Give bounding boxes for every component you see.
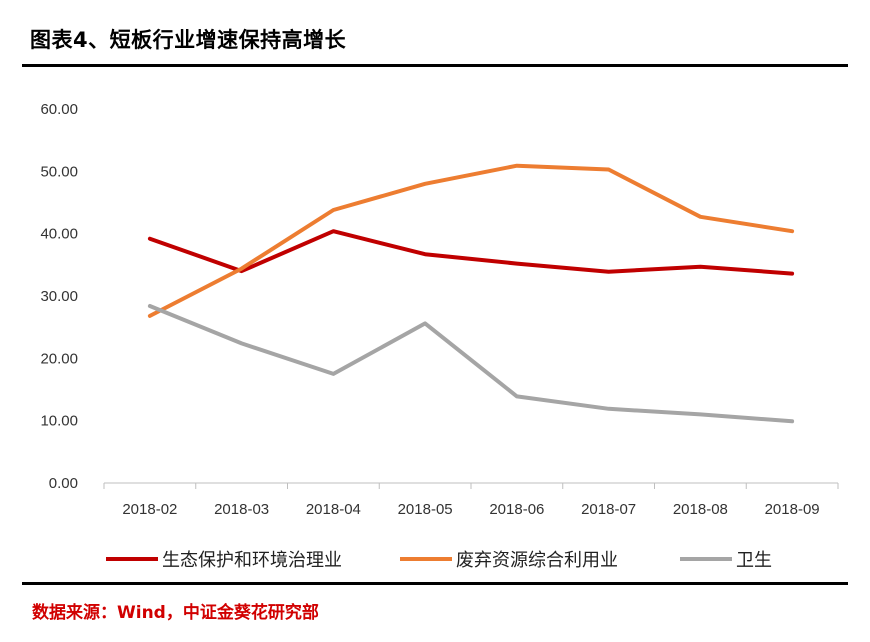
x-tick-label: 2018-06	[489, 501, 544, 518]
x-tick-label: 2018-03	[214, 501, 269, 518]
y-tick-label: 0.00	[49, 475, 78, 492]
series-line-3	[147, 304, 795, 424]
x-tick-label: 2018-05	[398, 501, 453, 518]
x-tick-label: 2018-09	[765, 501, 820, 518]
x-tick-label: 2018-04	[306, 501, 361, 518]
legend-swatch-2	[400, 557, 452, 561]
x-tick-label: 2018-07	[581, 501, 636, 518]
x-tick-label: 2018-08	[673, 501, 728, 518]
chart-title: 图表4、短板行业增速保持高增长	[30, 28, 347, 52]
y-tick-label: 30.00	[40, 288, 78, 305]
y-tick-label: 10.00	[40, 413, 78, 430]
series-line-1	[147, 229, 795, 276]
legend-swatch-3	[680, 557, 732, 561]
series-line-2	[147, 163, 795, 318]
y-tick-label: 50.00	[40, 163, 78, 180]
y-tick-label: 20.00	[40, 350, 78, 367]
y-tick-label: 60.00	[40, 101, 78, 118]
legend-label-2: 废弃资源综合利用业	[456, 550, 618, 571]
x-tick-label: 2018-02	[122, 501, 177, 518]
y-tick-label: 40.00	[40, 226, 78, 243]
top-rule	[22, 64, 848, 67]
legend-label-3: 卫生	[736, 550, 772, 571]
legend-item-2: 废弃资源综合利用业	[400, 546, 618, 572]
bottom-rule	[22, 582, 848, 585]
legend-label-1: 生态保护和环境治理业	[162, 550, 342, 571]
legend-item-3: 卫生	[680, 546, 772, 572]
legend-swatch-1	[106, 557, 158, 561]
source-note: 数据来源：Wind，中证金葵花研究部	[32, 603, 319, 623]
legend-item-1: 生态保护和环境治理业	[106, 546, 342, 572]
